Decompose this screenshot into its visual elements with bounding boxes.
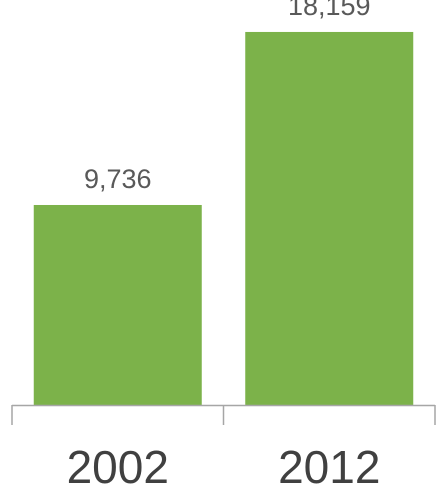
bar-2002 [33, 204, 202, 405]
data-label-2002: 9,736 [84, 164, 152, 194]
x-tick-label-2002: 2002 [67, 441, 169, 490]
x-tick-label-2012: 2012 [278, 441, 380, 490]
x-axis [11, 404, 436, 425]
data-labels-group: 9,736 18,159 [84, 0, 371, 194]
x-tick-labels-group: 2002 2012 [67, 441, 381, 490]
bar-2012 [245, 31, 414, 406]
data-label-2012: 18,159 [288, 0, 371, 21]
bars-group [33, 31, 414, 406]
